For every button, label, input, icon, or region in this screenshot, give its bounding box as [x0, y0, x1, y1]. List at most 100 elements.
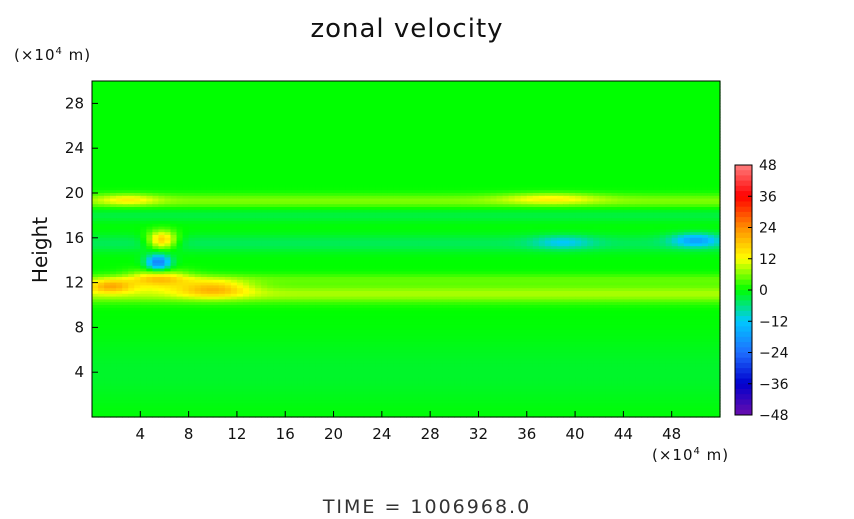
- heatmap-cell: [617, 123, 624, 127]
- heatmap-cell: [593, 114, 600, 118]
- heatmap-cell: [375, 159, 383, 163]
- heatmap-cell: [363, 128, 371, 132]
- heatmap-cell: [490, 142, 498, 146]
- heatmap-cell: [242, 95, 250, 99]
- heatmap-cell: [454, 128, 461, 132]
- heatmap-cell: [279, 111, 286, 116]
- heatmap-cell: [303, 156, 310, 160]
- heatmap-cell: [297, 81, 304, 85]
- heatmap-cell: [146, 134, 153, 138]
- heatmap-cell: [442, 95, 449, 99]
- heatmap-cell: [575, 153, 582, 158]
- heatmap-cell: [218, 153, 226, 158]
- heatmap-cell: [200, 145, 208, 149]
- heatmap-cell: [653, 89, 661, 93]
- heatmap-cell: [514, 148, 522, 152]
- heatmap-cell: [569, 81, 576, 85]
- heatmap-cell: [520, 86, 528, 90]
- heatmap-cell: [230, 81, 238, 85]
- heatmap-cell: [170, 125, 178, 130]
- heatmap-cell: [556, 125, 564, 130]
- heatmap-cell: [526, 123, 534, 127]
- heatmap-cell: [303, 131, 310, 135]
- heatmap-cell: [194, 114, 202, 118]
- heatmap-cell: [393, 145, 401, 149]
- heatmap-cell: [629, 137, 637, 141]
- heatmap-cell: [146, 120, 153, 124]
- heatmap-cell: [357, 109, 365, 113]
- heatmap-cell: [496, 83, 504, 88]
- heatmap-cell: [98, 92, 105, 96]
- heatmap-cell: [575, 156, 582, 160]
- heatmap-cell: [273, 120, 280, 124]
- heatmap-cell: [532, 131, 540, 135]
- heatmap-cell: [556, 114, 564, 118]
- heatmap-cell: [563, 134, 570, 138]
- heatmap-cell: [297, 123, 304, 127]
- heatmap-cell: [249, 137, 256, 141]
- heatmap-cell: [713, 145, 721, 149]
- heatmap-cell: [315, 153, 323, 158]
- heatmap-cell: [641, 125, 649, 130]
- heatmap-cell: [375, 142, 383, 146]
- heatmap-cell: [140, 125, 147, 130]
- heatmap-cell: [351, 162, 359, 166]
- heatmap-cell: [689, 142, 697, 146]
- heatmap-cell: [695, 153, 703, 158]
- heatmap-cell: [490, 114, 498, 118]
- heatmap-cell: [587, 142, 594, 146]
- heatmap-cell: [267, 125, 274, 130]
- heatmap-cell: [158, 153, 166, 158]
- heatmap-cell: [412, 111, 419, 116]
- heatmap-cell: [351, 86, 359, 90]
- heatmap-cell: [327, 95, 335, 99]
- heatmap-cell: [363, 142, 371, 146]
- heatmap-cell: [532, 111, 540, 116]
- heatmap-cell: [224, 97, 232, 102]
- heatmap-cell: [605, 117, 612, 121]
- heatmap-cell: [128, 151, 135, 155]
- heatmap-cell: [412, 162, 419, 166]
- heatmap-cell: [345, 148, 353, 152]
- heatmap-cell: [448, 92, 455, 96]
- heatmap-cell: [273, 81, 280, 85]
- heatmap-cell: [351, 131, 359, 135]
- heatmap-cell: [212, 103, 220, 107]
- heatmap-cell: [406, 109, 413, 113]
- heatmap-cell: [653, 137, 661, 141]
- heatmap-cell: [629, 145, 637, 149]
- heatmap-cell: [436, 92, 443, 96]
- heatmap-cell: [460, 156, 467, 160]
- heatmap-cell: [635, 123, 643, 127]
- heatmap-cell: [520, 151, 528, 155]
- heatmap-cell: [249, 125, 256, 130]
- heatmap-cell: [448, 114, 455, 118]
- heatmap-cell: [713, 92, 721, 96]
- heatmap-cell: [92, 131, 99, 135]
- heatmap-cell: [339, 92, 347, 96]
- heatmap-cell: [460, 134, 467, 138]
- heatmap-cell: [713, 148, 721, 152]
- heatmap-cell: [194, 142, 202, 146]
- heatmap-cell: [550, 128, 558, 132]
- heatmap-cell: [617, 148, 624, 152]
- heatmap-cell: [170, 109, 178, 113]
- heatmap-cell: [550, 111, 558, 116]
- heatmap-cell: [218, 162, 226, 166]
- heatmap-cell: [393, 97, 401, 102]
- heatmap-cell: [647, 137, 655, 141]
- heatmap-cell: [550, 142, 558, 146]
- heatmap-cell: [418, 89, 425, 93]
- heatmap-cell: [363, 134, 371, 138]
- heatmap-cell: [363, 95, 371, 99]
- heatmap-cell: [605, 159, 612, 163]
- heatmap-cell: [92, 83, 99, 88]
- heatmap-cell: [176, 125, 184, 130]
- heatmap-cell: [387, 128, 395, 132]
- heatmap-cell: [140, 92, 147, 96]
- heatmap-cell: [508, 151, 516, 155]
- heatmap-cell: [164, 151, 172, 155]
- heatmap-cell: [508, 109, 516, 113]
- heatmap-cell: [490, 139, 498, 144]
- heatmap-cell: [315, 86, 323, 90]
